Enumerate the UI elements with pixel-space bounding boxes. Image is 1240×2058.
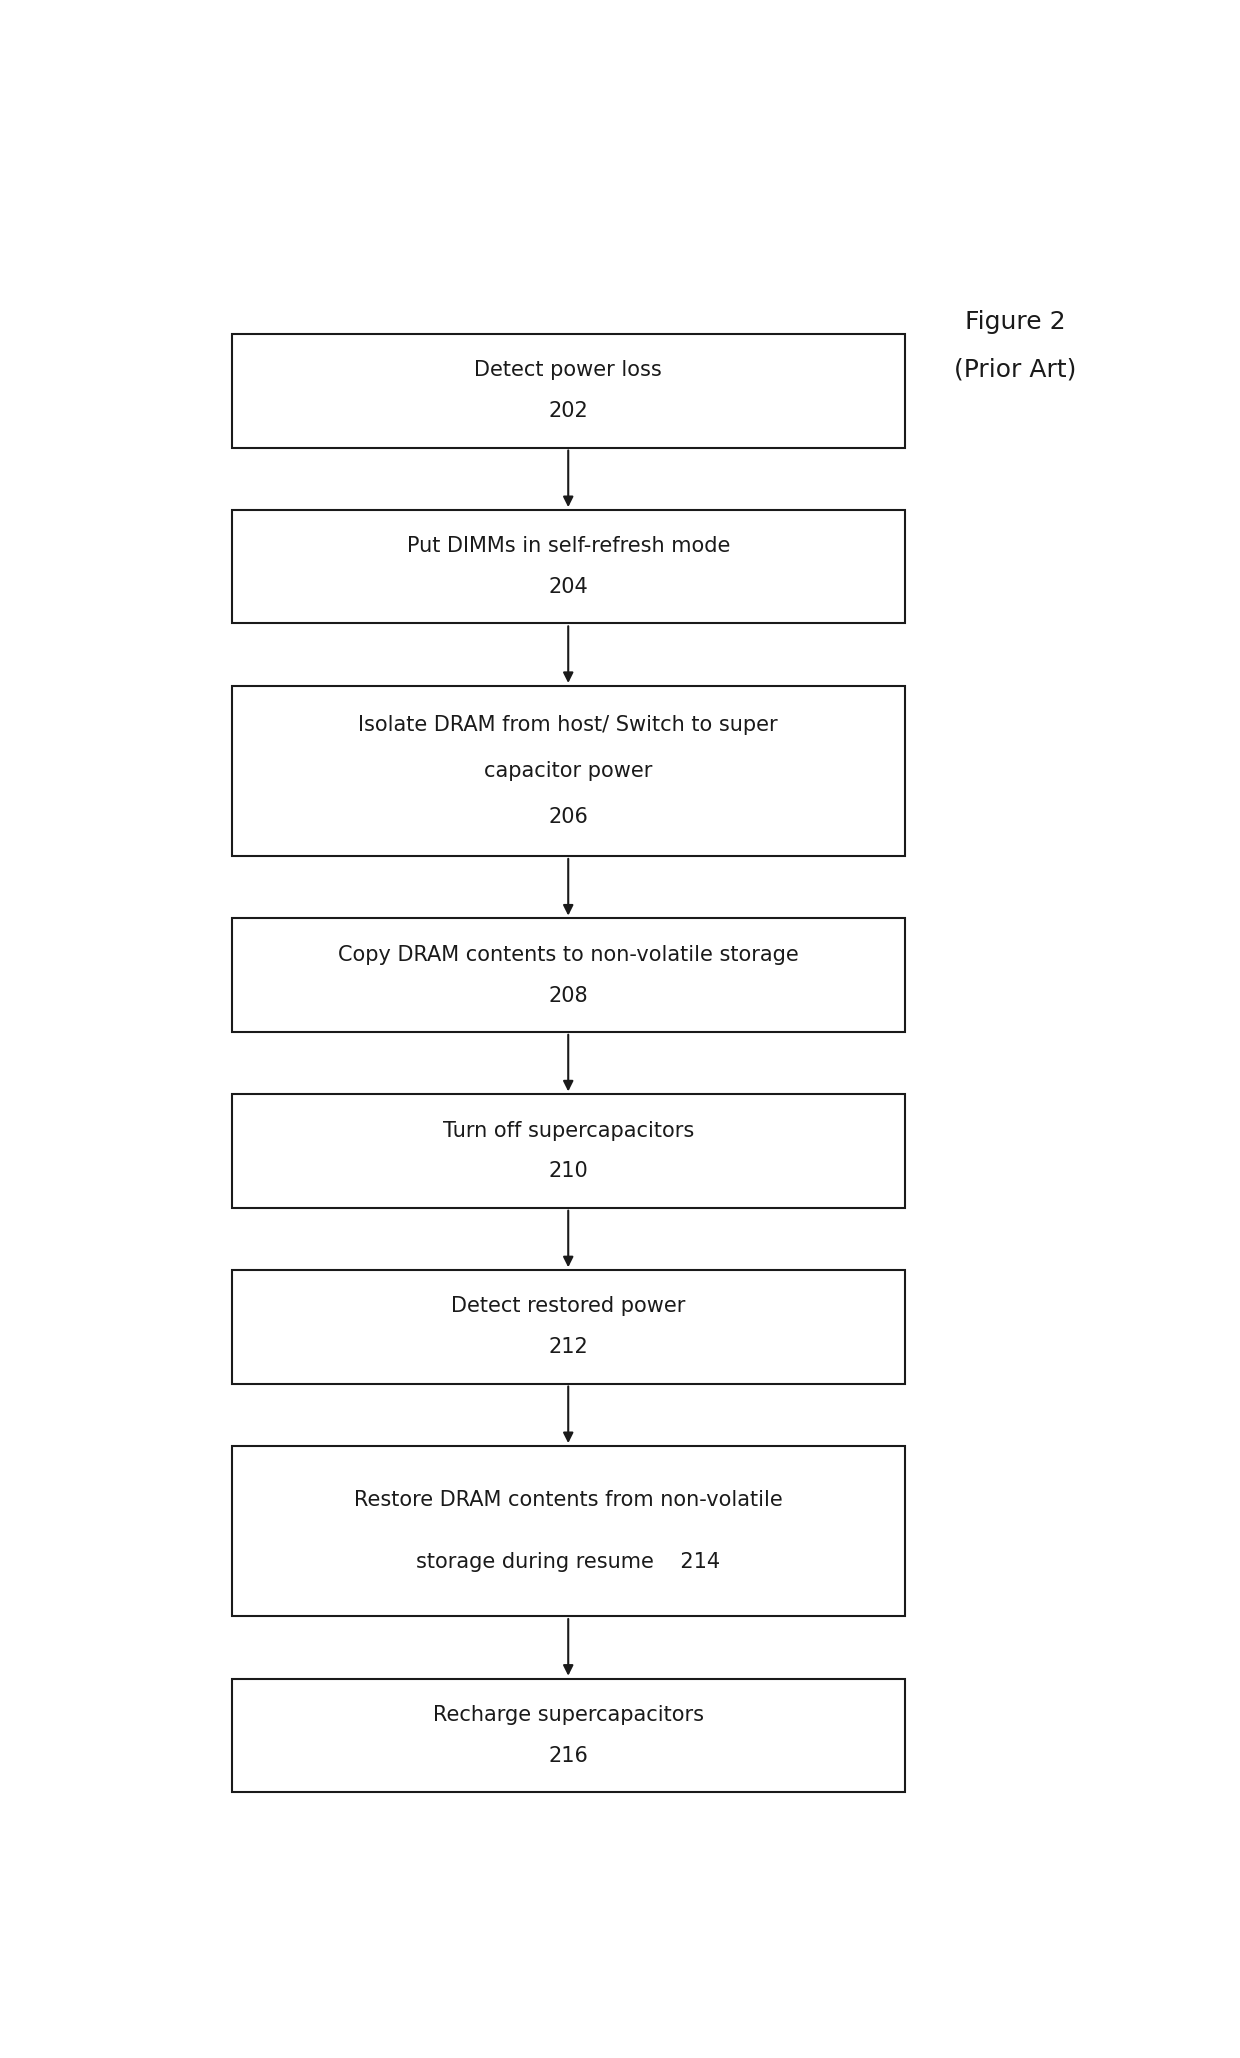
FancyBboxPatch shape bbox=[232, 510, 905, 624]
Text: capacitor power: capacitor power bbox=[484, 761, 652, 780]
Text: 202: 202 bbox=[548, 401, 588, 422]
FancyBboxPatch shape bbox=[232, 918, 905, 1031]
Text: 206: 206 bbox=[548, 807, 588, 827]
Text: 216: 216 bbox=[548, 1745, 588, 1766]
FancyBboxPatch shape bbox=[232, 685, 905, 856]
Text: 204: 204 bbox=[548, 576, 588, 597]
Text: Copy DRAM contents to non-volatile storage: Copy DRAM contents to non-volatile stora… bbox=[337, 945, 799, 965]
FancyBboxPatch shape bbox=[232, 1679, 905, 1793]
FancyBboxPatch shape bbox=[232, 1270, 905, 1383]
FancyBboxPatch shape bbox=[232, 1095, 905, 1208]
Text: Restore DRAM contents from non-volatile: Restore DRAM contents from non-volatile bbox=[353, 1490, 782, 1511]
FancyBboxPatch shape bbox=[232, 333, 905, 447]
Text: Turn off supercapacitors: Turn off supercapacitors bbox=[443, 1120, 694, 1140]
Text: Detect restored power: Detect restored power bbox=[451, 1297, 686, 1317]
Text: Detect power loss: Detect power loss bbox=[475, 360, 662, 381]
Text: 212: 212 bbox=[548, 1338, 588, 1358]
FancyBboxPatch shape bbox=[232, 1447, 905, 1616]
Text: Figure 2: Figure 2 bbox=[965, 311, 1065, 333]
Text: (Prior Art): (Prior Art) bbox=[954, 358, 1076, 383]
Text: Recharge supercapacitors: Recharge supercapacitors bbox=[433, 1704, 704, 1725]
Text: storage during resume    214: storage during resume 214 bbox=[417, 1552, 720, 1572]
Text: Put DIMMs in self-refresh mode: Put DIMMs in self-refresh mode bbox=[407, 537, 730, 556]
Text: Isolate DRAM from host/ Switch to super: Isolate DRAM from host/ Switch to super bbox=[358, 714, 777, 735]
Text: 208: 208 bbox=[548, 986, 588, 1006]
Text: 210: 210 bbox=[548, 1161, 588, 1181]
